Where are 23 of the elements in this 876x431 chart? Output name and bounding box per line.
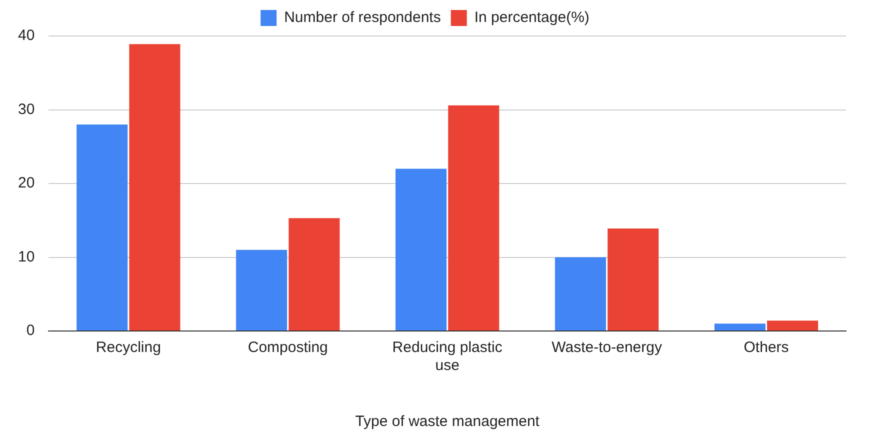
- bar: [448, 105, 500, 330]
- x-axis-title: Type of waste management: [355, 413, 540, 430]
- bar: [236, 250, 288, 330]
- bar: [714, 324, 766, 330]
- y-tick-label: 20: [18, 174, 35, 192]
- legend-label: In percentage(%): [474, 9, 590, 26]
- x-tick-label: Recycling: [96, 339, 161, 356]
- y-tick-label: 30: [18, 100, 35, 118]
- bar: [554, 257, 606, 330]
- bar: [767, 320, 818, 330]
- bar: [396, 168, 447, 330]
- x-tick-label: Composting: [248, 339, 328, 356]
- bar: [608, 228, 659, 330]
- bar: [129, 44, 180, 330]
- y-tick-label: 40: [18, 27, 35, 44]
- x-tick-label: Others: [744, 339, 789, 356]
- y-tick-label: 10: [18, 248, 35, 266]
- x-tick-label: Waste-to-energy: [552, 339, 662, 356]
- bar: [76, 124, 128, 330]
- bar: [288, 218, 340, 330]
- legend-label: Number of respondents: [284, 9, 441, 26]
- y-tick-label: 0: [26, 322, 35, 340]
- x-tick-label: Reducing plastic use: [392, 339, 503, 374]
